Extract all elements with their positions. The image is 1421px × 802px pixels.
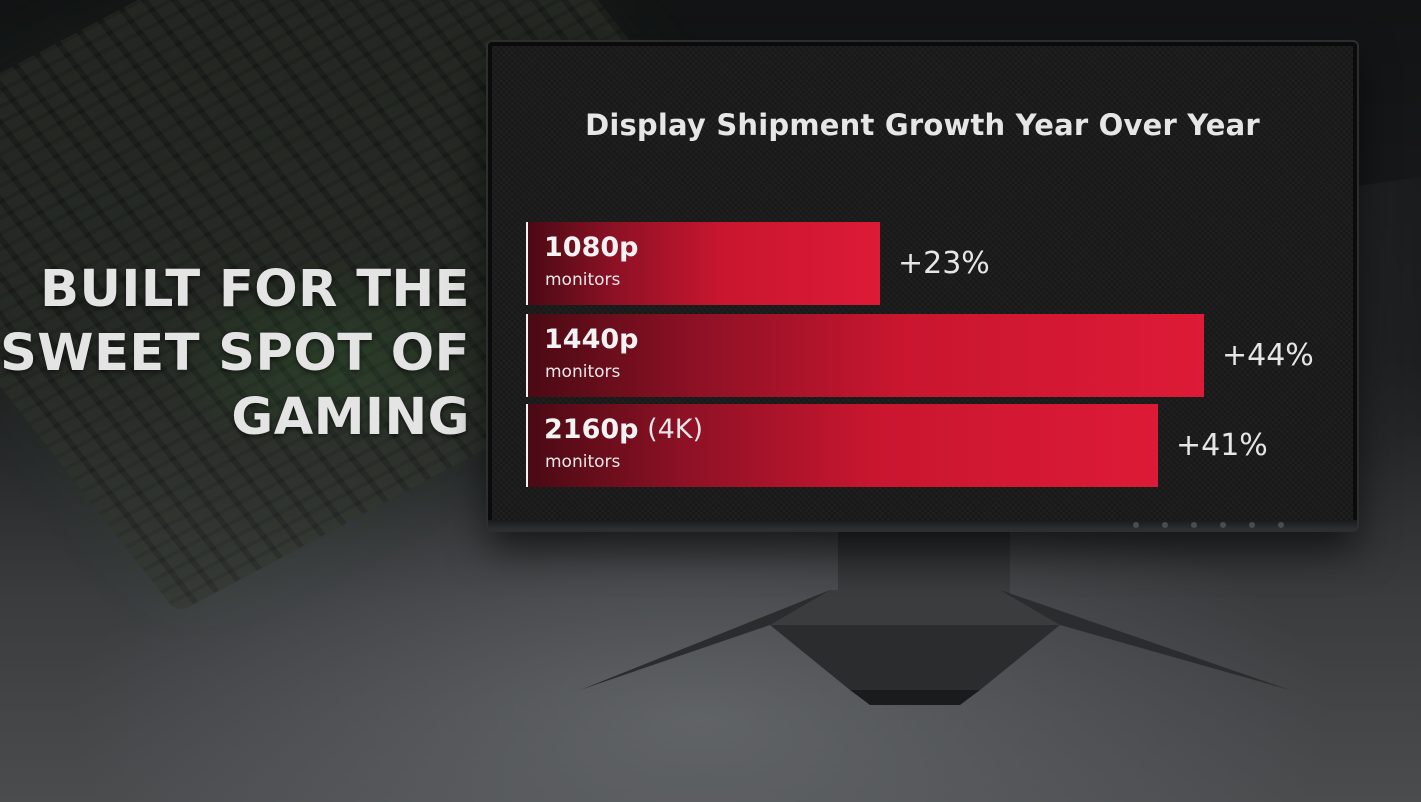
- bar-value-label: +44%: [1222, 338, 1314, 373]
- bezel-button: [1278, 522, 1284, 528]
- bezel-button: [1249, 522, 1255, 528]
- bar-label-resolution: 2160p: [544, 414, 639, 445]
- headline-line-2: SWEET SPOT OF: [0, 324, 470, 383]
- bezel-button: [1133, 522, 1139, 528]
- monitor-stand: [580, 590, 1290, 705]
- headline-line-1: BUILT FOR THE: [40, 260, 470, 319]
- bar-sublabel: monitors: [545, 270, 621, 290]
- bezel-button: [1191, 522, 1197, 528]
- bar-sublabel: monitors: [545, 362, 621, 382]
- slide-headline: BUILT FOR THE SWEET SPOT OF GAMING: [0, 258, 470, 450]
- bezel-button: [1162, 522, 1168, 528]
- bar-label: 1080p: [544, 232, 638, 263]
- bar-value-label: +41%: [1176, 428, 1268, 463]
- bar-label-resolution: 1080p: [544, 232, 639, 263]
- bar-sublabel: monitors: [545, 452, 621, 472]
- bar: 1080p monitors: [526, 222, 880, 305]
- bezel-button: [1220, 522, 1226, 528]
- bar-label-qualifier: (4K): [638, 414, 704, 445]
- bar: 1440p monitors: [526, 314, 1204, 397]
- bar-label: 2160p (4K): [544, 414, 703, 445]
- headline-line-3: GAMING: [231, 388, 470, 447]
- bar: 2160p (4K) monitors: [526, 404, 1158, 487]
- chart-title: Display Shipment Growth Year Over Year: [585, 108, 1260, 142]
- bar-value-label: +23%: [898, 246, 990, 281]
- monitor-neck: [838, 529, 1010, 595]
- bar-label-resolution: 1440p: [544, 324, 639, 355]
- monitor-bezel: [488, 520, 1357, 530]
- bar-label: 1440p: [544, 324, 638, 355]
- backdrop-glow: [150, 260, 510, 460]
